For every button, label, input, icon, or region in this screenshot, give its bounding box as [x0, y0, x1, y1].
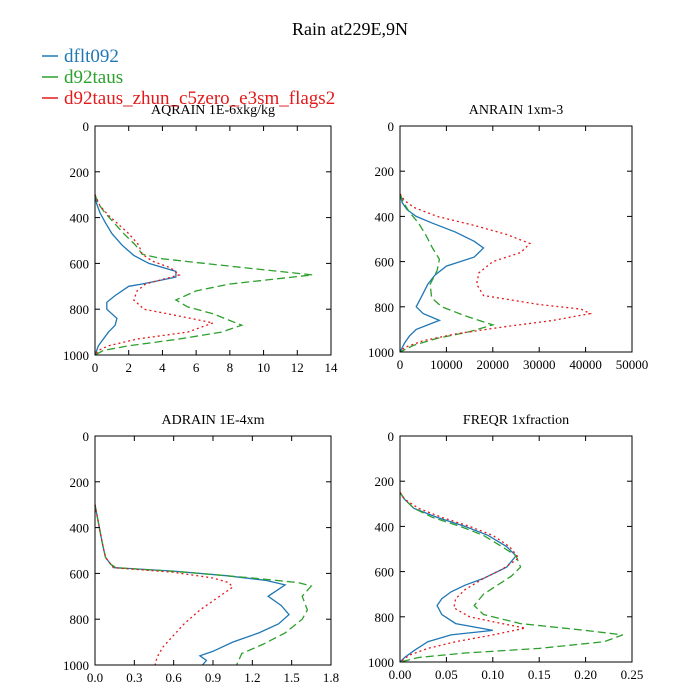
x-tick-label-3-2: 0.3	[126, 670, 142, 685]
x-tick-label-1-1: 0	[92, 360, 99, 375]
x-tick-label-3-7: 1.8	[323, 670, 339, 685]
chart-panel-2: ANRAIN 1xm-3 0 10000 20000 30000 40000 50000 0 2…	[368, 103, 648, 372]
series-line-2-2	[399, 193, 495, 353]
x-tick-label-2-2: 10000	[430, 357, 463, 372]
series-line-3-3	[94, 504, 234, 665]
y-tick-label-1-4: 600	[70, 256, 90, 271]
series-line-1-2	[94, 194, 313, 356]
series-line-1-1	[94, 194, 177, 356]
y-tick-label-3-5: 800	[70, 612, 90, 627]
y-tick-label-2-1: 0	[388, 119, 395, 134]
plot-frame-4	[399, 435, 633, 663]
chart-title-3: ADRAIN 1E-4xm	[161, 413, 264, 428]
y-tick-label-1-1: 0	[83, 119, 90, 134]
chart-title-1: AQRAIN 1E-6xkg/kg	[151, 103, 275, 118]
x-tick-label-3-6: 1.5	[284, 670, 300, 685]
chart-title-2: ANRAIN 1xm-3	[469, 103, 564, 118]
x-tick-label-1-8: 14	[325, 360, 339, 375]
y-tick-label-1-2: 200	[70, 165, 90, 180]
y-tick-label-1-5: 800	[70, 302, 90, 317]
x-tick-label-2-4: 30000	[523, 357, 556, 372]
chart-panel-3: ADRAIN 1E-4xm 0.0 0.3 0.6 0.9 1.2 1.5 1.8 0 200 40…	[63, 413, 339, 685]
series-line-3-1	[94, 504, 290, 666]
x-tick-label-1-6: 10	[257, 360, 270, 375]
series-line-1-3	[94, 194, 216, 356]
x-tick-label-4-1: 0.00	[389, 667, 412, 682]
legend-label-dflt092: dflt092	[64, 46, 119, 67]
y-tick-label-3-1: 0	[83, 429, 90, 444]
y-tick-label-4-1: 0	[388, 429, 395, 444]
y-tick-label-4-4: 600	[375, 565, 395, 580]
x-tick-label-4-4: 0.15	[528, 667, 551, 682]
x-tick-label-3-3: 0.6	[166, 670, 183, 685]
y-tick-label-1-6: 1000	[63, 348, 89, 363]
series-line-2-1	[399, 193, 485, 353]
y-tick-label-2-6: 1000	[368, 345, 394, 360]
x-tick-label-1-4: 6	[193, 360, 200, 375]
chart-title-4: FREQR 1xfraction	[463, 413, 569, 428]
chart-panel-4: FREQR 1xfraction 0.00 0.05 0.10 0.15 0.20 0.25…	[368, 413, 643, 682]
x-tick-label-2-6: 50000	[616, 357, 649, 372]
y-tick-label-4-6: 1000	[368, 655, 394, 670]
y-tick-label-3-2: 200	[70, 475, 90, 490]
plot-frame-3	[94, 435, 332, 666]
y-tick-label-1-3: 400	[70, 211, 90, 226]
x-tick-label-1-7: 12	[291, 360, 304, 375]
x-tick-label-3-1: 0.0	[87, 670, 103, 685]
x-tick-label-2-1: 0	[397, 357, 404, 372]
x-tick-label-2-5: 40000	[569, 357, 602, 372]
plot-frame-2	[399, 125, 633, 353]
chart-panel-1: AQRAIN 1E-6xkg/kg 0 2 4 6 8 10 12 14 0 200 400 600 80…	[63, 103, 338, 375]
series-line-4-3	[399, 492, 526, 663]
page-title: Rain at229E,9N	[292, 19, 408, 39]
panels-container: AQRAIN 1E-6xkg/kg 0 2 4 6 8 10 12 14 0 200 400 600 80…	[63, 103, 648, 685]
x-tick-label-2-3: 20000	[477, 357, 510, 372]
legend-label-d92taus-zhun: d92taus_zhun_c5zero_e3sm_flags2	[64, 88, 335, 109]
x-tick-label-4-2: 0.05	[435, 667, 458, 682]
x-tick-label-4-3: 0.10	[481, 667, 504, 682]
x-tick-label-3-4: 0.9	[205, 670, 221, 685]
legend-label-d92taus: d92taus	[64, 67, 123, 88]
y-tick-label-2-5: 800	[375, 300, 395, 315]
y-tick-label-2-3: 400	[375, 209, 395, 224]
y-tick-label-2-2: 200	[375, 164, 395, 179]
x-tick-label-1-3: 4	[159, 360, 166, 375]
y-tick-label-4-5: 800	[375, 610, 395, 625]
series-line-3-2	[94, 504, 313, 666]
y-tick-label-3-3: 400	[70, 521, 90, 536]
series-line-4-2	[399, 492, 623, 663]
series-line-2-3	[399, 193, 593, 353]
x-tick-label-1-2: 2	[125, 360, 132, 375]
series-line-4-1	[399, 492, 517, 663]
x-tick-label-3-5: 1.2	[244, 670, 260, 685]
y-tick-label-4-2: 200	[375, 474, 395, 489]
y-tick-label-3-4: 600	[70, 566, 90, 581]
x-tick-label-1-5: 8	[227, 360, 234, 375]
y-tick-label-2-4: 600	[375, 255, 395, 270]
x-tick-label-4-5: 0.20	[574, 667, 597, 682]
plot-frame-1	[94, 125, 332, 356]
y-tick-label-4-3: 400	[375, 519, 395, 534]
legend: dflt092 d92taus d92taus_zhun_c5zero_e3sm…	[42, 46, 335, 109]
x-tick-label-4-6: 0.25	[621, 667, 644, 682]
y-tick-label-3-6: 1000	[63, 658, 89, 673]
